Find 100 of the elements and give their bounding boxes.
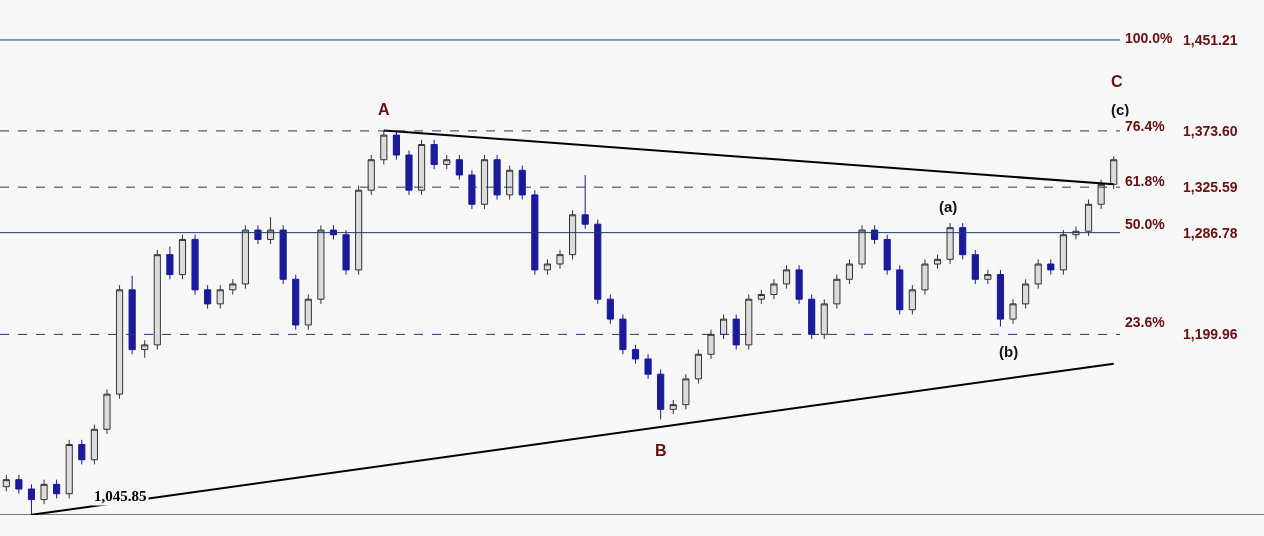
- candlestick: [531, 189, 539, 276]
- candlestick: [782, 264, 791, 290]
- candlestick: [443, 154, 451, 170]
- candlestick: [254, 224, 262, 245]
- candlestick: [405, 149, 413, 196]
- candlestick: [732, 313, 740, 351]
- y-tick-label: 1,373.60: [1183, 122, 1238, 139]
- candlestick: [971, 249, 979, 285]
- candlestick: [933, 254, 942, 270]
- text: 50.0%: [1125, 216, 1166, 232]
- candlestick: [556, 249, 564, 270]
- candlestick: [996, 269, 1005, 327]
- candlestick: [871, 224, 879, 245]
- candlestick: [1110, 155, 1118, 190]
- annotation: B: [655, 442, 667, 459]
- candlestick: [669, 399, 677, 415]
- candlestick: [480, 154, 489, 210]
- candlestick: [392, 129, 400, 161]
- candlestick: [770, 278, 778, 300]
- candlestick: [1009, 298, 1017, 325]
- candlestick: [518, 165, 526, 201]
- candlestick: [166, 245, 174, 280]
- candlestick: [153, 249, 161, 351]
- candlestick: [15, 474, 23, 495]
- candlestick: [707, 329, 715, 360]
- y-tick-label: 1,325.59: [1183, 179, 1238, 196]
- candlestick: [1097, 179, 1105, 210]
- text: 23.6%: [1125, 314, 1166, 330]
- candlestick: [506, 165, 514, 201]
- y-tick-label: 1,451.21: [1183, 31, 1238, 48]
- candlestick: [720, 313, 728, 340]
- candlestick: [606, 294, 614, 325]
- candlestick: [304, 294, 312, 331]
- candlestick: [808, 294, 816, 340]
- candlestick: [1022, 278, 1030, 310]
- candlestick: [543, 258, 551, 276]
- candlestick: [745, 294, 753, 351]
- annotation: C: [1111, 73, 1123, 90]
- candlestick: [53, 479, 61, 499]
- candlestick: [292, 274, 300, 331]
- candlestick: [241, 224, 249, 290]
- text: 100.0%: [1125, 30, 1174, 46]
- candlestick: [795, 264, 803, 305]
- candlestick: [65, 439, 73, 499]
- candlestick: [883, 234, 891, 276]
- candlestick: [1047, 258, 1055, 276]
- candlestick: [619, 313, 627, 355]
- candlestick: [921, 258, 929, 295]
- candlestick: [115, 284, 124, 400]
- candlestick: [858, 224, 866, 270]
- candlestick: [644, 353, 652, 380]
- candlestick: [2, 474, 10, 492]
- candlestick: [103, 388, 111, 435]
- y-tick-label: 1,199.96: [1183, 326, 1238, 343]
- candlestick: [896, 264, 904, 315]
- candlestick: [833, 274, 841, 310]
- candlestick: [27, 483, 36, 515]
- candlestick: [581, 174, 589, 230]
- candlestick: [141, 339, 149, 359]
- text: 61.8%: [1125, 173, 1166, 189]
- annotation: (c): [1111, 101, 1130, 118]
- candlestick: [380, 130, 388, 165]
- candlestick: [657, 369, 665, 420]
- candlestick: [757, 289, 765, 305]
- candlestick: [946, 222, 954, 265]
- y-tick-label: 1,286.78: [1183, 224, 1238, 241]
- candlestick: [569, 209, 577, 260]
- candlestick: [820, 298, 828, 340]
- candlestick: [279, 224, 287, 285]
- candlestick: [1034, 258, 1042, 290]
- annotation: (b): [999, 343, 1019, 360]
- candlestick: [1059, 229, 1067, 276]
- candlestick: [128, 275, 136, 355]
- candlestick: [455, 154, 463, 181]
- candlestick: [78, 439, 86, 465]
- candlestick: [984, 269, 992, 285]
- candlestick: [229, 278, 237, 295]
- annotation: (a): [939, 198, 958, 215]
- candlestick: [191, 234, 199, 295]
- annotation: 1,045.85: [94, 488, 147, 504]
- candlestick: [317, 224, 325, 305]
- annotation: A: [378, 101, 390, 118]
- candlestick: [682, 373, 690, 410]
- candlestick: [493, 154, 501, 201]
- candlestick: [631, 344, 640, 365]
- candlestick: [468, 169, 476, 210]
- candlestick: [694, 349, 703, 385]
- candlestick: [266, 216, 275, 245]
- candlestick: [342, 229, 350, 276]
- candlestick: [90, 424, 98, 465]
- candlestick: [959, 222, 967, 260]
- candlestick: [178, 234, 187, 280]
- text: 76.4%: [1125, 118, 1166, 134]
- candlestick: [216, 284, 224, 310]
- candlestick: [367, 154, 375, 196]
- candlestick: [204, 284, 212, 310]
- candlestick: [430, 139, 438, 170]
- candlestick: [594, 219, 602, 305]
- candlestick: [845, 258, 854, 285]
- candlestick: [1084, 199, 1093, 237]
